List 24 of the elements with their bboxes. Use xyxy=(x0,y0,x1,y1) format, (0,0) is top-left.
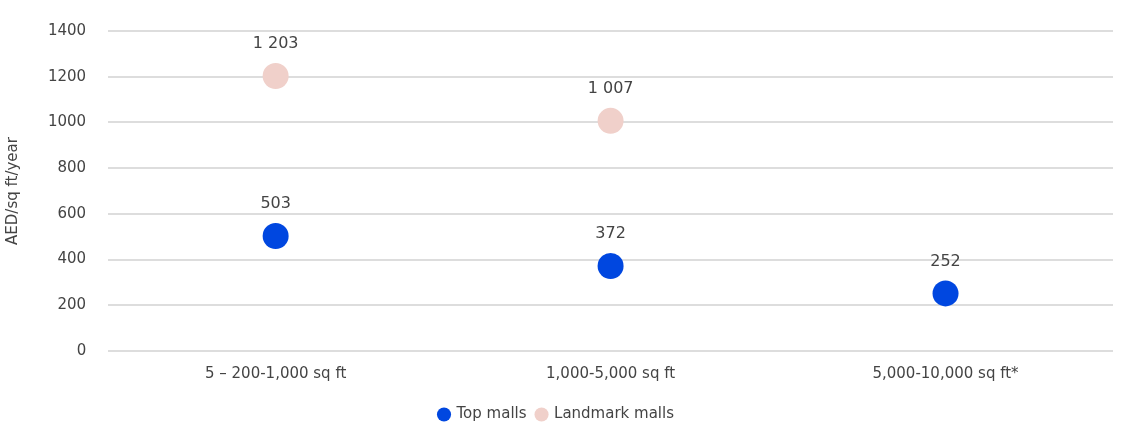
data-label: 372 xyxy=(595,223,626,243)
y-tick-label: 1200 xyxy=(47,66,87,85)
y-tick-label: 1000 xyxy=(47,112,87,131)
data-label: 252 xyxy=(930,250,961,270)
y-tick-label: 1400 xyxy=(47,20,87,39)
point xyxy=(932,280,959,307)
point xyxy=(262,63,289,90)
x-tick-label: 5 – 200-1,000 sq ft xyxy=(204,363,347,382)
legend-label: Landmark malls xyxy=(554,404,675,423)
y-tick-label: 600 xyxy=(57,203,87,222)
data-label: 1 007 xyxy=(587,77,634,97)
y-tick-label: 400 xyxy=(57,249,87,268)
point xyxy=(597,252,624,279)
y-tick-label: 0 xyxy=(76,340,87,359)
data-label: 503 xyxy=(260,193,291,213)
legend-label: Top malls xyxy=(455,404,527,423)
point xyxy=(262,223,289,250)
point xyxy=(597,107,624,134)
y-axis-title: AED/sq ft/year xyxy=(2,136,21,245)
y-tick-label: 200 xyxy=(57,295,87,314)
y-tick-label: 800 xyxy=(57,158,87,177)
x-tick-label: 1,000-5,000 sq ft xyxy=(546,363,676,382)
data-label: 1 203 xyxy=(252,33,299,53)
x-tick-label: 5,000-10,000 sq ft* xyxy=(872,363,1020,382)
